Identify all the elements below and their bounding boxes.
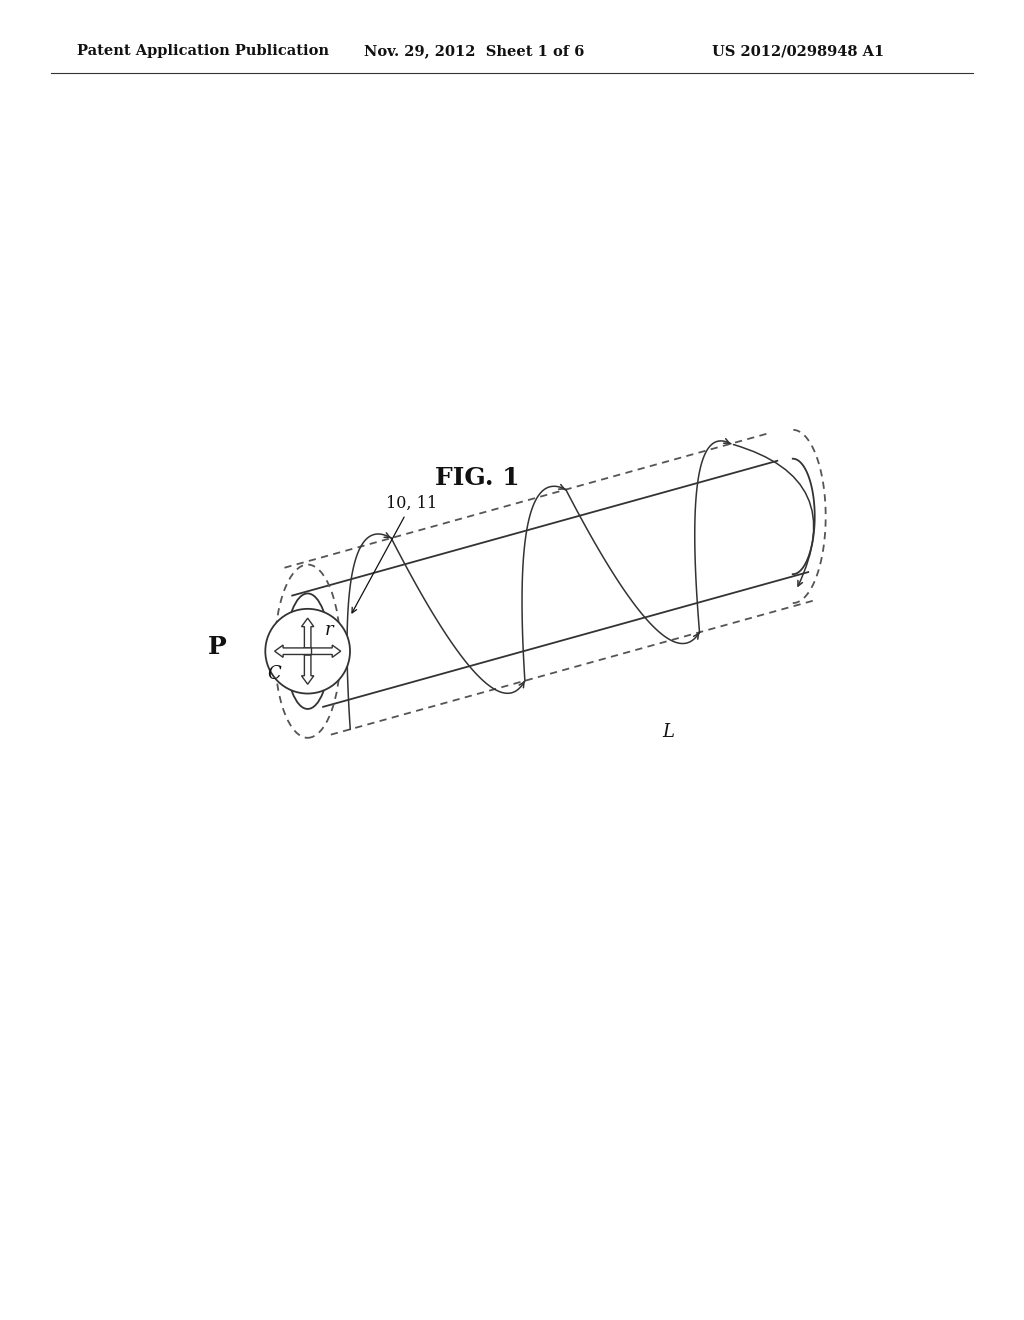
Text: Nov. 29, 2012  Sheet 1 of 6: Nov. 29, 2012 Sheet 1 of 6	[364, 45, 584, 58]
Text: r: r	[325, 622, 333, 639]
Polygon shape	[304, 645, 341, 657]
Text: 10, 11: 10, 11	[352, 495, 437, 612]
Polygon shape	[274, 645, 311, 657]
Text: Patent Application Publication: Patent Application Publication	[77, 45, 329, 58]
Text: FIG. 1: FIG. 1	[435, 466, 519, 490]
Text: L: L	[662, 723, 674, 741]
Polygon shape	[301, 618, 313, 655]
Polygon shape	[301, 647, 313, 684]
Text: C: C	[267, 665, 281, 684]
Circle shape	[265, 609, 350, 693]
Text: US 2012/0298948 A1: US 2012/0298948 A1	[712, 45, 884, 58]
Text: P: P	[208, 635, 226, 660]
